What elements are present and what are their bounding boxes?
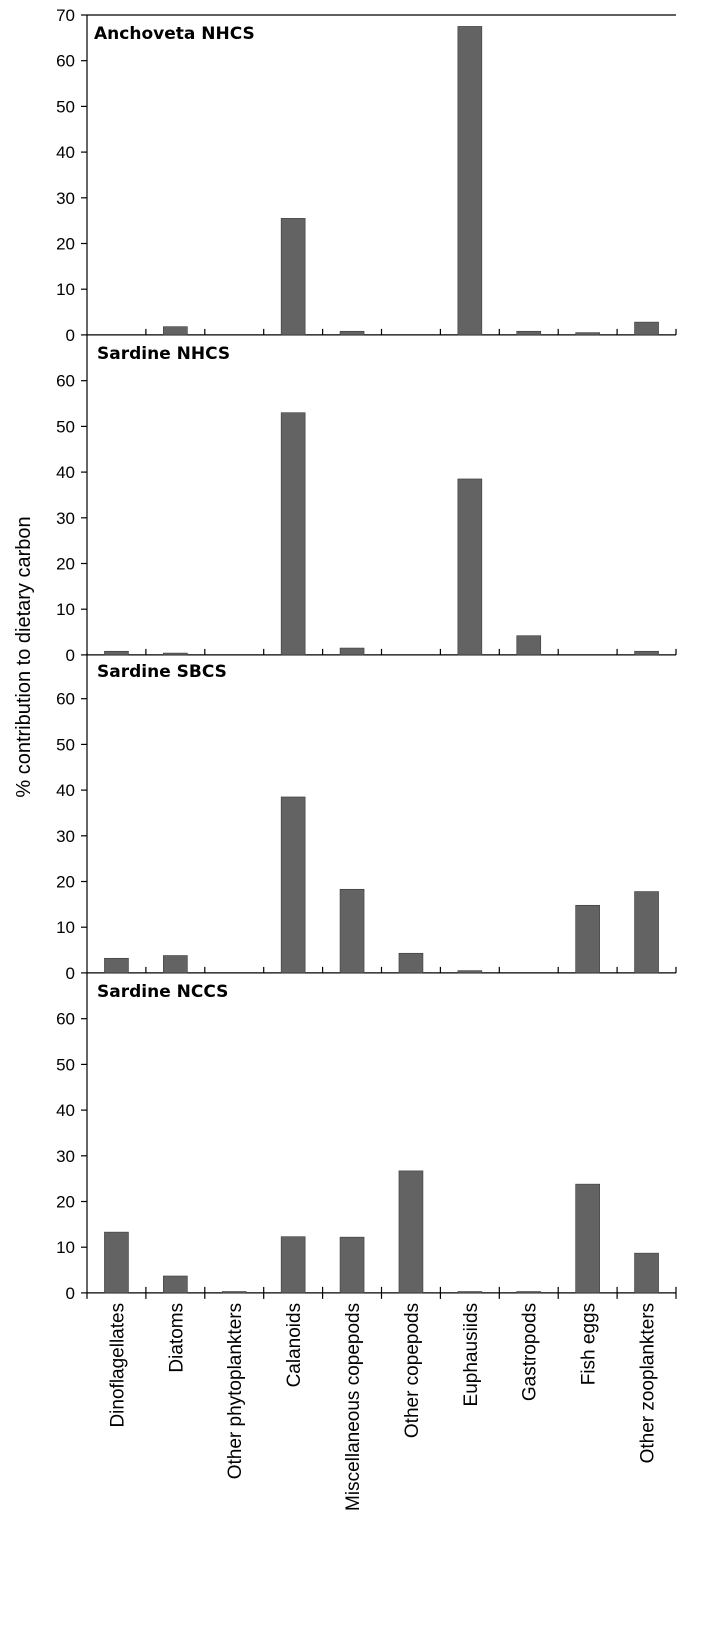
y-tick-label: 60 [56,1010,75,1029]
bar [163,955,188,974]
bar [457,26,483,336]
bar [339,1236,365,1294]
bar [163,652,188,656]
bar [457,1291,483,1294]
panel-title: Sardine NCCS [97,982,228,1002]
panel: 0 10 20 30 40 50 60 Sardine NHCS [56,335,677,665]
y-tick-label: 20 [56,555,75,574]
bar [280,412,306,656]
bar [575,904,600,974]
x-tick-label: Euphausiids [461,1303,482,1407]
y-tick-label: 10 [56,918,75,937]
bar [516,330,542,336]
bar [457,478,483,656]
bar [634,650,659,656]
x-tick-label: Other zooplankters [638,1303,659,1464]
panel: 0 10 20 30 40 50 60 Sardine NCCS [56,973,677,1303]
y-tick-label: 60 [56,372,75,391]
bar [339,647,365,656]
bar [339,888,365,974]
y-tick-label: 20 [56,873,75,892]
x-tick-label: Miscellaneous copepods [343,1303,364,1511]
y-tick-label: 20 [56,235,75,254]
bar [398,1170,424,1294]
x-tick-label: Other copepods [402,1303,423,1438]
bar [634,321,659,336]
y-tick-label: 0 [66,964,75,983]
y-tick-label: 10 [56,1238,75,1257]
bar [280,796,306,974]
x-tick-label: Calanoids [284,1303,305,1388]
panel: 0 10 20 30 40 50 60 Sardine SBCS [56,653,677,983]
y-tick-label: 70 [56,6,75,25]
y-tick-label: 20 [56,1193,75,1212]
bar [634,891,659,974]
y-tick-label: 40 [56,781,75,800]
panel-title: Sardine NHCS [97,344,230,364]
y-tick-label: 50 [56,1055,75,1074]
panel-title: Sardine SBCS [97,662,227,682]
bar [516,635,542,656]
y-tick-label: 0 [66,326,75,345]
bar [221,1291,247,1294]
y-tick-label: 10 [56,600,75,619]
x-tick-label: Other phytoplankters [225,1303,246,1479]
bar [104,957,129,974]
bar [516,1291,542,1294]
y-axis-label: % contribution to dietary carbon [13,516,35,797]
x-tick-label: Dinoflagellates [107,1303,128,1428]
bar [575,332,600,336]
bar [280,1236,306,1294]
panels: 0 10 20 30 40 50 60 70 Anchoveta NHCS 0 10 20 30 40 50… [56,6,677,1303]
y-tick-label: 40 [56,1101,75,1120]
y-tick-label: 0 [66,646,75,665]
panel-title: Anchoveta NHCS [94,24,255,44]
bar [104,650,129,656]
panel: 0 10 20 30 40 50 60 70 Anchoveta NHCS [56,6,677,345]
x-tick-label: Gastropods [520,1303,541,1401]
bar [280,218,306,336]
y-tick-label: 40 [56,143,75,162]
x-tick-label: Diatoms [166,1303,187,1373]
category-labels: Dinoflagellates Diatoms Other phytoplankte… [107,1303,658,1511]
y-tick-label: 60 [56,690,75,709]
y-tick-label: 50 [56,417,75,436]
y-tick-label: 50 [56,97,75,116]
bar [398,952,424,974]
y-tick-label: 10 [56,280,75,299]
y-tick-label: 30 [56,827,75,846]
y-tick-label: 40 [56,463,75,482]
y-tick-label: 50 [56,735,75,754]
bar [104,1231,129,1294]
y-tick-label: 30 [56,1147,75,1166]
x-tick-label: Fish eggs [579,1303,600,1385]
bar [163,1275,188,1294]
bar [575,1183,600,1294]
y-tick-label: 30 [56,509,75,528]
bar [634,1252,659,1294]
bar [163,326,188,336]
y-tick-label: 30 [56,189,75,208]
bar [339,330,365,336]
y-tick-label: 60 [56,52,75,71]
bar [457,970,483,974]
y-tick-label: 0 [66,1284,75,1303]
